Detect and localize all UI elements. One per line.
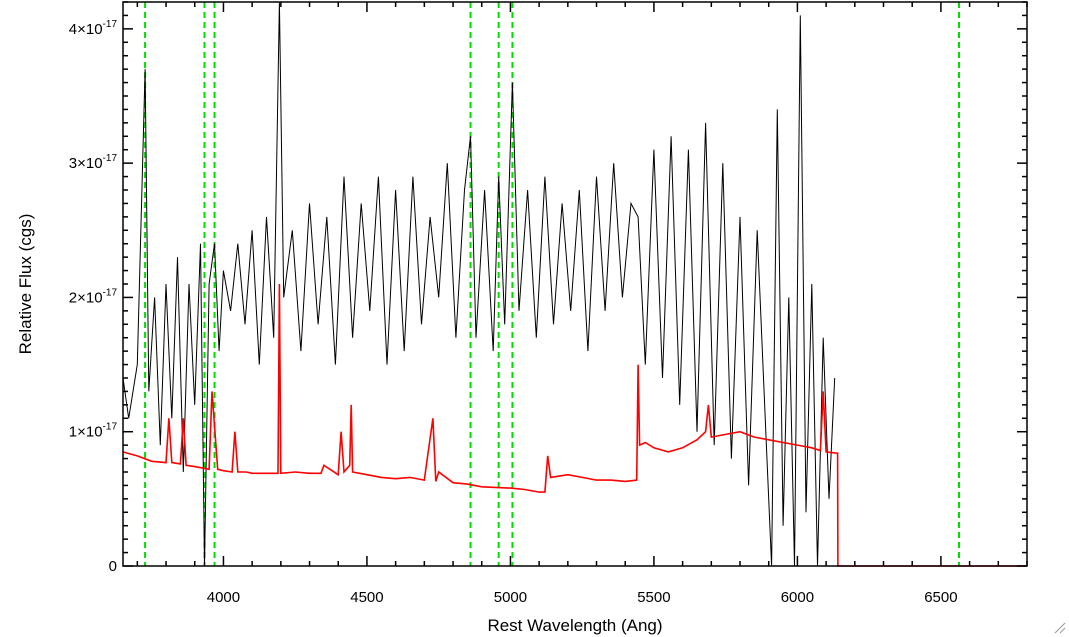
y-tick-mantissa: 0 — [109, 558, 117, 575]
y-tick-label: 0 — [109, 558, 117, 575]
x-tick-label: 6500 — [924, 589, 957, 606]
y-tick-exponent: -17 — [103, 287, 118, 298]
y-tick-exponent: -17 — [103, 422, 118, 433]
x-tick-label: 4000 — [207, 589, 240, 606]
plot-frame — [122, 1, 1028, 567]
x-tick-label: 6000 — [781, 589, 814, 606]
y-tick-exponent: -17 — [103, 19, 118, 30]
x-tick-label: 5000 — [494, 589, 527, 606]
y-tick-labels: 01×10-172×10-173×10-174×10-17 — [69, 19, 118, 575]
tick-layer — [123, 1, 1028, 567]
y-axis-title: Relative Flux (cgs) — [16, 214, 35, 355]
series-layer — [122, 1, 1027, 567]
y-tick-mantissa: 4×10 — [69, 21, 103, 38]
y-tick-label: 1×10-17 — [69, 422, 118, 441]
y-tick-exponent: -17 — [103, 153, 118, 164]
y-tick-mantissa: 3×10 — [69, 155, 103, 172]
y-tick-label: 3×10-17 — [69, 153, 118, 172]
x-tick-label: 4500 — [350, 589, 383, 606]
x-tick-label: 5500 — [637, 589, 670, 606]
y-tick-mantissa: 2×10 — [69, 289, 103, 306]
spectrum-flux-line — [122, 1, 836, 567]
x-tick-labels: 4000 4500 5000 5500 6000 6500 — [207, 589, 958, 606]
y-tick-label: 2×10-17 — [69, 287, 118, 306]
y-tick-mantissa: 1×10 — [69, 424, 103, 441]
x-axis-title: Rest Wavelength (Ang) — [487, 616, 662, 635]
spectrum-error-line — [122, 283, 1027, 567]
resize-grip-icon[interactable] — [1052, 620, 1066, 634]
y-tick-label: 4×10-17 — [69, 19, 118, 38]
